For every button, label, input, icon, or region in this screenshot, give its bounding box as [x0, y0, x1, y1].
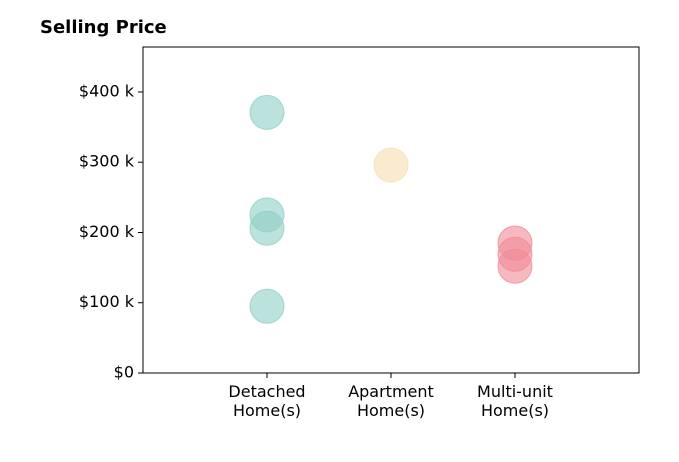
y-tick-label: $100 k [79, 292, 135, 311]
x-tick-label: Multi-unit Home(s) [477, 382, 553, 420]
point [249, 288, 285, 324]
chart-title: Selling Price [40, 17, 167, 38]
point [373, 147, 409, 183]
y-tick-label: $400 k [79, 81, 135, 100]
plot-frame [142, 46, 640, 374]
point [249, 94, 285, 130]
point [497, 248, 533, 284]
y-tick-label: $200 k [79, 222, 135, 241]
point [249, 210, 285, 246]
y-tick-label: $0 [114, 363, 134, 382]
y-tick-label: $300 k [79, 152, 135, 171]
x-tick-label: Detached Home(s) [228, 382, 306, 420]
x-tick-label: Apartment Home(s) [348, 382, 434, 420]
